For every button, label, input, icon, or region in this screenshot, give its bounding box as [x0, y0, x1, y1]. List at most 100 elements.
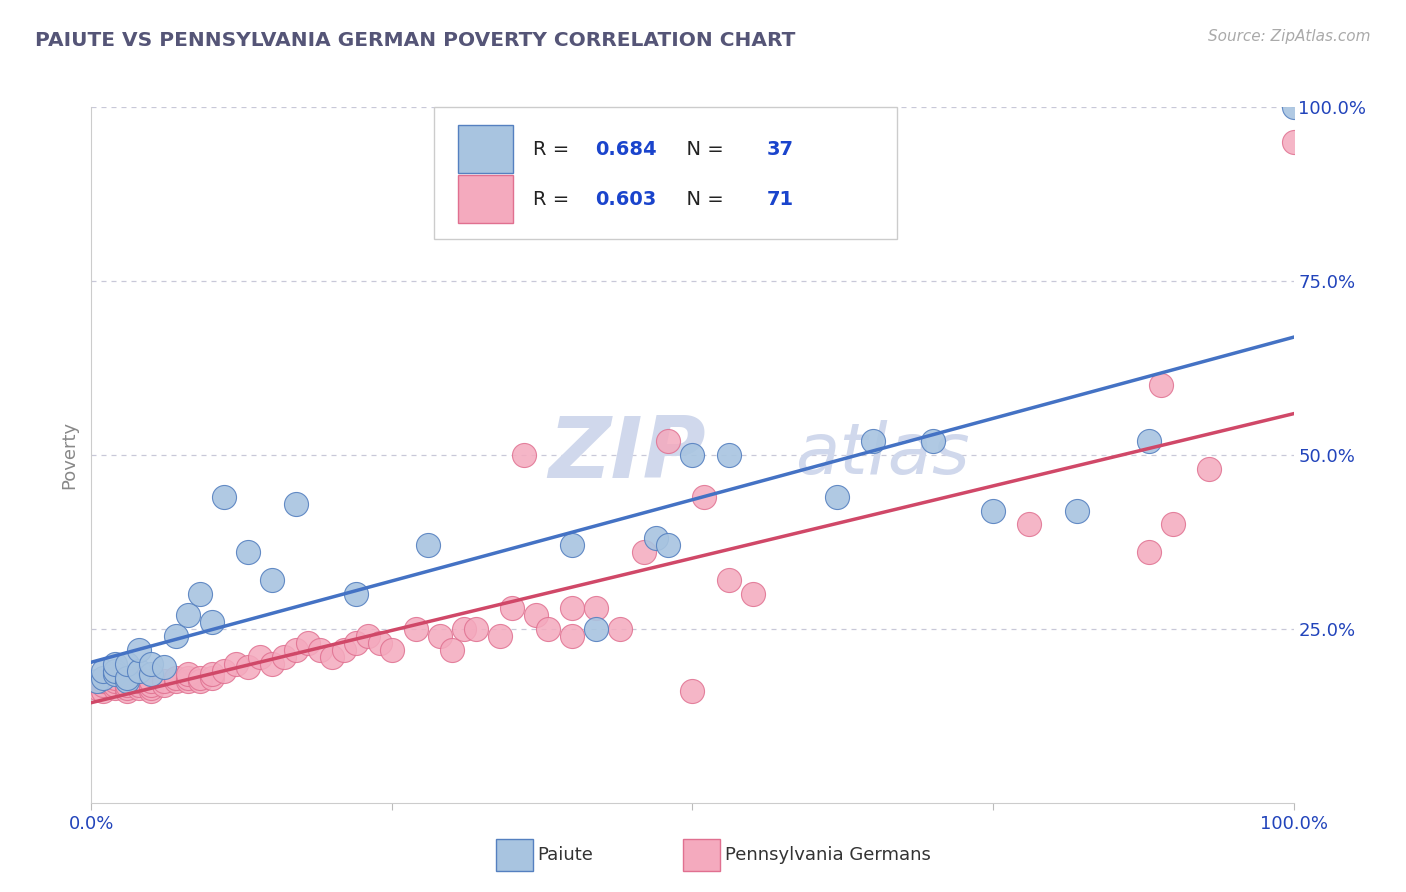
Point	[537, 622, 560, 636]
Point	[141, 681, 163, 695]
Point	[152, 677, 174, 691]
Point	[128, 677, 150, 691]
Point	[717, 448, 740, 462]
Point	[1198, 462, 1220, 476]
Point	[236, 660, 259, 674]
Point	[561, 538, 583, 552]
Text: 37: 37	[768, 140, 794, 159]
Point	[284, 642, 307, 657]
Point	[1066, 503, 1088, 517]
Point	[128, 642, 150, 657]
Point	[1137, 545, 1160, 559]
Point	[176, 674, 198, 689]
Point	[176, 607, 198, 622]
Point	[141, 677, 163, 691]
Text: Pennsylvania Germans: Pennsylvania Germans	[725, 847, 931, 864]
Point	[321, 649, 343, 664]
Point	[825, 490, 848, 504]
Point	[86, 681, 108, 695]
Point	[141, 684, 163, 698]
Point	[273, 649, 295, 664]
Point	[128, 671, 150, 685]
Point	[201, 667, 224, 681]
Point	[862, 434, 884, 448]
Point	[188, 674, 211, 689]
Point	[585, 622, 607, 636]
Point	[104, 677, 127, 691]
FancyBboxPatch shape	[434, 107, 897, 239]
Point	[368, 636, 391, 650]
Point	[693, 490, 716, 504]
Text: 0.684: 0.684	[595, 140, 657, 159]
Point	[501, 601, 523, 615]
Point	[440, 642, 463, 657]
Text: N =: N =	[675, 190, 731, 209]
Point	[260, 657, 283, 671]
Y-axis label: Poverty: Poverty	[60, 421, 79, 489]
Point	[152, 660, 174, 674]
Point	[633, 545, 655, 559]
Point	[117, 657, 139, 671]
Point	[344, 636, 367, 650]
Text: N =: N =	[675, 140, 731, 159]
Point	[104, 681, 127, 695]
Point	[93, 664, 115, 678]
Point	[333, 642, 356, 657]
Point	[453, 622, 475, 636]
Point	[1282, 135, 1305, 149]
Point	[381, 642, 404, 657]
Point	[344, 587, 367, 601]
Point	[117, 684, 139, 698]
Point	[104, 664, 127, 678]
Point	[405, 622, 427, 636]
Text: 71: 71	[768, 190, 794, 209]
Text: Source: ZipAtlas.com: Source: ZipAtlas.com	[1208, 29, 1371, 44]
Point	[297, 636, 319, 650]
Point	[981, 503, 1004, 517]
Point	[284, 497, 307, 511]
Point	[141, 657, 163, 671]
Text: PAIUTE VS PENNSYLVANIA GERMAN POVERTY CORRELATION CHART: PAIUTE VS PENNSYLVANIA GERMAN POVERTY CO…	[35, 31, 796, 50]
Point	[609, 622, 631, 636]
Point	[645, 532, 668, 546]
Point	[104, 671, 127, 685]
Point	[513, 448, 536, 462]
Point	[561, 601, 583, 615]
Point	[165, 629, 187, 643]
Point	[201, 615, 224, 629]
Point	[249, 649, 271, 664]
Point	[141, 667, 163, 681]
Point	[225, 657, 247, 671]
Point	[429, 629, 451, 643]
Point	[1018, 517, 1040, 532]
Point	[165, 674, 187, 689]
Point	[188, 587, 211, 601]
Point	[104, 657, 127, 671]
Point	[260, 573, 283, 587]
Point	[308, 642, 330, 657]
Point	[93, 684, 115, 698]
Point	[657, 434, 679, 448]
Point	[165, 671, 187, 685]
Point	[212, 490, 235, 504]
Point	[128, 664, 150, 678]
Point	[188, 671, 211, 685]
Point	[357, 629, 380, 643]
Point	[176, 667, 198, 681]
Point	[141, 674, 163, 689]
Point	[86, 674, 108, 689]
Point	[717, 573, 740, 587]
Point	[104, 667, 127, 681]
Point	[585, 601, 607, 615]
Text: R =: R =	[533, 190, 575, 209]
Point	[93, 674, 115, 689]
Point	[657, 538, 679, 552]
Point	[128, 681, 150, 695]
Point	[1282, 100, 1305, 114]
Point	[1137, 434, 1160, 448]
Point	[741, 587, 763, 601]
Point	[117, 671, 139, 685]
Point	[93, 677, 115, 691]
Text: 0.603: 0.603	[595, 190, 657, 209]
Point	[117, 677, 139, 691]
